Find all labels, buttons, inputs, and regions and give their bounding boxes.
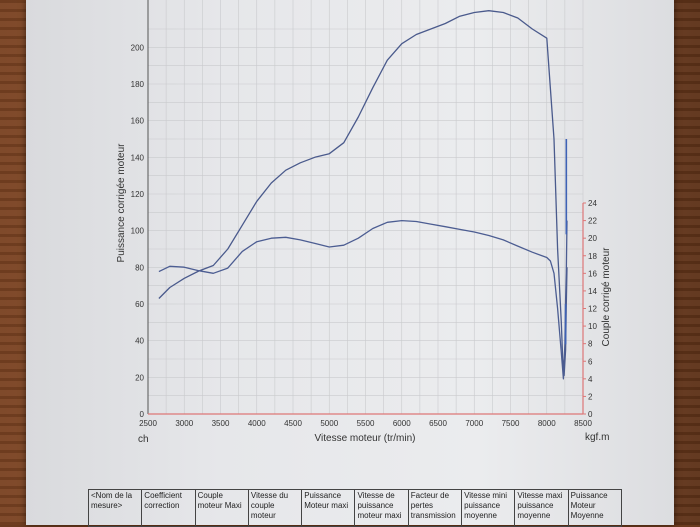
- y-left-tick-label: 160: [131, 117, 145, 126]
- y-left-tick-label: 80: [135, 263, 144, 272]
- chart-tick-labels: 2500 3000 3500 4000 4500 5000 5500 6000 6500 7000…: [131, 43, 598, 428]
- torque-line: [158, 219, 568, 380]
- power-line: [158, 10, 568, 377]
- table-header-cell: Puissance Moteur maxi: [301, 489, 356, 527]
- x-tick-label: 3000: [175, 419, 193, 428]
- x-tick-label: 5500: [357, 419, 375, 428]
- y-left-tick-label: 140: [131, 153, 145, 162]
- right-axis-unit: kgf.m: [585, 432, 609, 443]
- y-right-tick-label: 22: [588, 217, 597, 226]
- table-header-cell: Vitesse de puissance moteur maxi: [354, 489, 409, 527]
- y-left-tick-label: 60: [135, 300, 144, 309]
- right-axis-title: Couple corrigé moteur: [601, 247, 612, 347]
- y-right-tick-label: 16: [588, 269, 597, 278]
- y-right-tick-label: 8: [588, 340, 593, 349]
- table-header-cell: Couple moteur Maxi: [194, 489, 249, 527]
- y-right-tick-label: 4: [588, 375, 593, 384]
- x-tick-label: 4000: [248, 419, 266, 428]
- table-header-cell: Vitesse du couple moteur: [247, 489, 303, 527]
- y-right-tick-label: 2: [588, 392, 593, 401]
- table-header-cell: Puissance Moteur Moyenne: [567, 489, 623, 527]
- x-tick-label: 3500: [212, 419, 230, 428]
- x-tick-label: 8000: [538, 419, 556, 428]
- y-left-tick-label: 0: [140, 410, 145, 419]
- measurement-table: <Nom de la mesure> Coefficient correctio…: [87, 489, 623, 527]
- table-header-cell: Vitesse mini puissance moyenne: [461, 489, 516, 527]
- y-right-tick-label: 12: [588, 305, 597, 314]
- x-tick-label: 7500: [502, 419, 520, 428]
- x-tick-label: 8500: [574, 419, 592, 428]
- x-tick-label: 5000: [320, 419, 338, 428]
- y-left-tick-label: 200: [131, 43, 145, 52]
- table-header-cell: Facteur de pertes transmission: [407, 489, 463, 527]
- y-right-tick-label: 10: [588, 322, 597, 331]
- x-tick-label: 4500: [284, 419, 302, 428]
- chart-axes: [147, 0, 586, 415]
- x-tick-label: 6000: [393, 419, 411, 428]
- x-tick-label: 7000: [465, 419, 483, 428]
- y-left-tick-label: 180: [131, 80, 145, 89]
- y-left-tick-label: 20: [135, 373, 144, 382]
- y-right-tick-label: 14: [588, 287, 597, 296]
- y-left-tick-label: 100: [131, 227, 145, 236]
- chart-grid: [147, 0, 584, 415]
- y-left-tick-label: 120: [131, 190, 145, 199]
- x-axis-unit: ch: [138, 434, 149, 445]
- table-header-cell: Coefficient correction: [141, 489, 196, 527]
- y-right-tick-label: 24: [588, 199, 597, 208]
- left-axis-title: Puissance corrigée moteur: [116, 143, 127, 263]
- x-axis-title: Vitesse moteur (tr/min): [315, 433, 416, 444]
- table-header-cell: <Nom de la mesure>: [87, 489, 143, 527]
- y-left-tick-label: 40: [135, 337, 144, 346]
- y-right-tick-label: 0: [588, 410, 593, 419]
- table-header-cell: Vitesse maxi puissance moyenne: [514, 489, 569, 527]
- chart-series: [158, 10, 568, 380]
- y-right-tick-label: 20: [588, 234, 597, 243]
- table-header-row: <Nom de la mesure> Coefficient correctio…: [87, 489, 623, 527]
- x-tick-label: 2500: [139, 419, 157, 428]
- y-right-tick-label: 6: [588, 357, 593, 366]
- y-right-tick-label: 18: [588, 252, 597, 261]
- x-tick-label: 6500: [429, 419, 447, 428]
